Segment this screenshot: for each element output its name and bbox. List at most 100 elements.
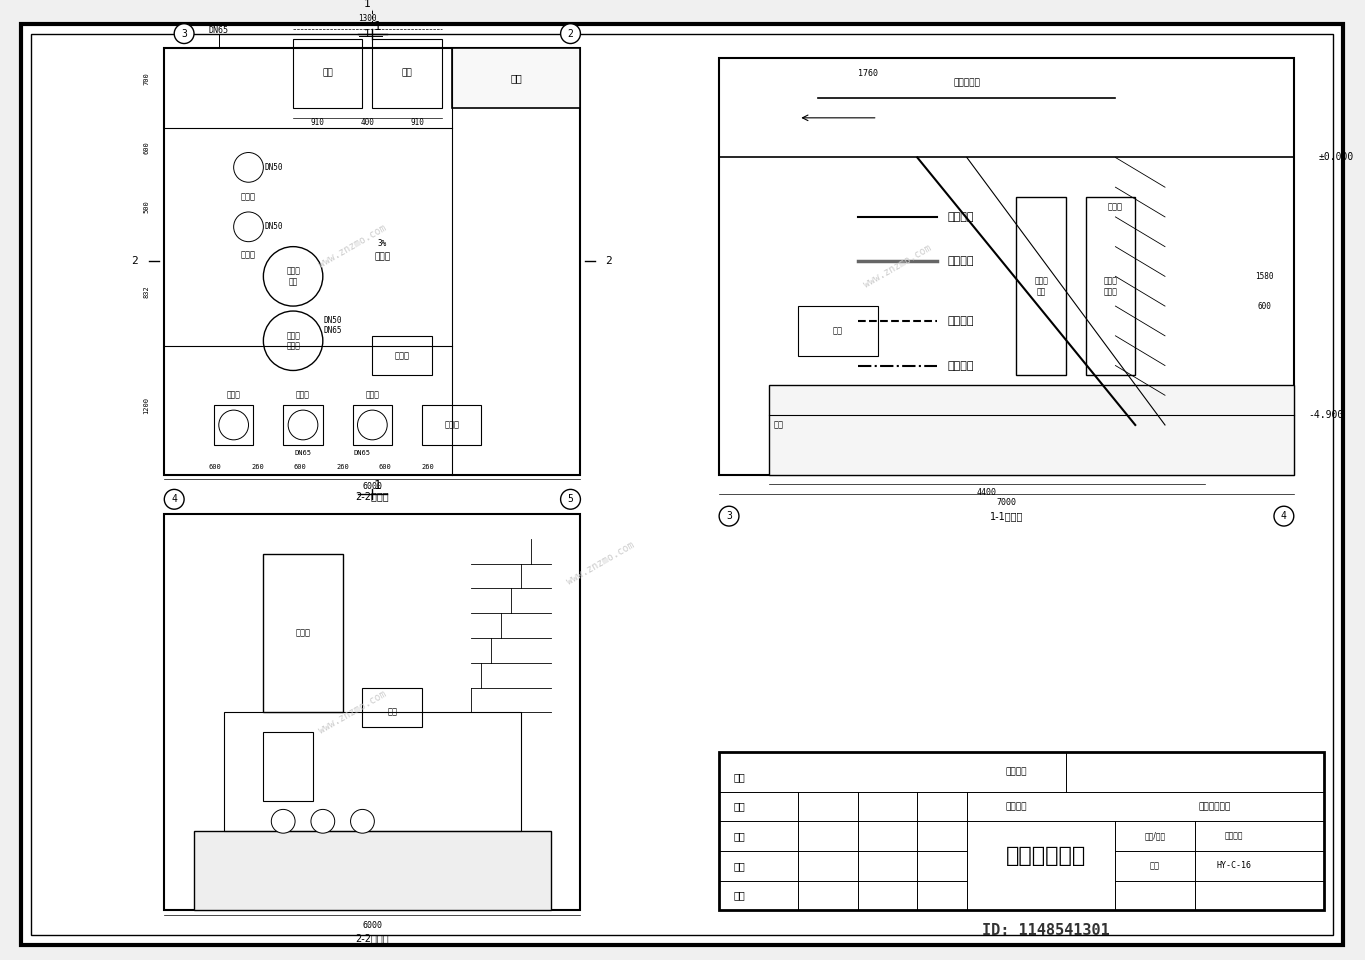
Text: 变频泵: 变频泵 <box>366 391 379 399</box>
Text: 审核: 审核 <box>733 891 745 900</box>
Circle shape <box>561 24 580 43</box>
Text: 832: 832 <box>143 285 149 298</box>
Bar <box>373 336 431 375</box>
Circle shape <box>358 410 388 440</box>
Text: 4: 4 <box>171 494 177 504</box>
Bar <box>352 405 392 444</box>
Bar <box>283 405 324 444</box>
Text: 机械过
滤器: 机械过 滤器 <box>287 267 300 286</box>
Text: 风机: 风机 <box>833 326 844 335</box>
Text: -4.900: -4.900 <box>1309 410 1345 420</box>
Text: 图号: 图号 <box>1151 861 1160 871</box>
Text: 钢爬梯: 钢爬梯 <box>1108 203 1123 211</box>
Text: 260: 260 <box>251 464 263 469</box>
Bar <box>1017 197 1066 375</box>
Text: ±0.000: ±0.000 <box>1319 153 1354 162</box>
Text: 260: 260 <box>422 464 434 469</box>
Circle shape <box>561 490 580 509</box>
Text: 1200: 1200 <box>143 396 149 414</box>
Circle shape <box>233 153 263 182</box>
Circle shape <box>719 506 738 526</box>
Bar <box>224 712 521 831</box>
Circle shape <box>1274 506 1294 526</box>
Text: 4400: 4400 <box>976 488 996 497</box>
Text: 过滤器: 过滤器 <box>295 629 310 637</box>
Text: 1-1剖面图: 1-1剖面图 <box>990 511 1024 521</box>
Text: DN50: DN50 <box>263 223 283 231</box>
Text: ID: 1148541301: ID: 1148541301 <box>983 923 1110 938</box>
Bar <box>422 405 482 444</box>
Circle shape <box>263 311 324 371</box>
Text: 制图: 制图 <box>733 802 745 811</box>
Text: 操作间布置图: 操作间布置图 <box>1006 846 1087 866</box>
Text: 3%: 3% <box>378 239 386 249</box>
Text: 设计/负责: 设计/负责 <box>1144 831 1166 841</box>
Text: 回流管线: 回流管线 <box>947 256 973 267</box>
Text: 机械过
滤器: 机械过 滤器 <box>1035 276 1048 296</box>
Text: DN50: DN50 <box>263 163 283 172</box>
Text: 910: 910 <box>410 118 425 128</box>
Text: 2-2剖面图: 2-2剖面图 <box>355 492 389 501</box>
Text: 260: 260 <box>336 464 349 469</box>
Bar <box>214 405 254 444</box>
Text: 风机: 风机 <box>401 69 412 78</box>
Text: 提升泵: 提升泵 <box>242 193 257 202</box>
Circle shape <box>351 809 374 833</box>
Text: 设计: 设计 <box>733 772 745 781</box>
Text: 泵坑: 泵坑 <box>511 73 521 84</box>
Text: 中水回用工程: 中水回用工程 <box>1198 802 1231 811</box>
Text: 风机: 风机 <box>388 708 397 717</box>
Text: 1300: 1300 <box>358 14 377 23</box>
Text: 2: 2 <box>605 256 612 267</box>
Text: 提升泵: 提升泵 <box>242 250 257 259</box>
Circle shape <box>233 212 263 242</box>
Text: DN50: DN50 <box>324 317 343 325</box>
Text: 400: 400 <box>360 118 374 128</box>
Text: www.znzmo.com: www.znzmo.com <box>317 689 388 735</box>
Text: 1: 1 <box>364 29 371 38</box>
Bar <box>719 752 1324 910</box>
Text: 加药箱: 加药箱 <box>394 351 409 360</box>
Text: 校对: 校对 <box>733 831 745 841</box>
Bar <box>164 515 580 910</box>
Text: 600: 600 <box>143 141 149 154</box>
Text: 工艺管线: 工艺管线 <box>947 212 973 222</box>
Text: 反冲泵: 反冲泵 <box>227 391 240 399</box>
Text: 700: 700 <box>143 72 149 84</box>
Text: 2-2剖面图: 2-2剖面图 <box>355 933 389 944</box>
Circle shape <box>175 24 194 43</box>
Circle shape <box>288 410 318 440</box>
Bar <box>1085 197 1136 375</box>
Bar <box>363 687 422 727</box>
Text: HY-C-16: HY-C-16 <box>1216 861 1252 871</box>
Text: 2: 2 <box>131 256 138 267</box>
Circle shape <box>311 809 334 833</box>
Text: 加药管线: 加药管线 <box>947 361 973 371</box>
Text: 6000: 6000 <box>362 921 382 930</box>
Text: 变频泵: 变频泵 <box>296 391 310 399</box>
Text: 600: 600 <box>1257 301 1271 311</box>
Circle shape <box>164 490 184 509</box>
Text: 工程阶段: 工程阶段 <box>1226 831 1244 841</box>
Bar <box>263 732 313 802</box>
Text: 6000: 6000 <box>362 482 382 491</box>
Text: 建设单位: 建设单位 <box>1006 767 1026 777</box>
Text: 泵坑: 泵坑 <box>774 420 784 429</box>
Text: 600: 600 <box>293 464 306 469</box>
Text: 电控柜: 电控柜 <box>444 420 459 429</box>
Circle shape <box>218 410 248 440</box>
Text: www.znzmo.com: www.znzmo.com <box>317 224 388 270</box>
Text: DN65: DN65 <box>295 449 311 456</box>
Bar <box>194 831 550 910</box>
Circle shape <box>272 809 295 833</box>
Bar <box>799 306 878 355</box>
Text: 学校: 学校 <box>733 861 745 871</box>
Bar <box>373 38 442 108</box>
Text: 3: 3 <box>182 29 187 38</box>
Text: DN65: DN65 <box>324 326 343 335</box>
Text: 600: 600 <box>209 464 221 469</box>
Text: 4: 4 <box>1280 511 1287 521</box>
Text: 1760: 1760 <box>857 69 878 78</box>
Text: 1580: 1580 <box>1254 272 1274 281</box>
Text: 操作间: 操作间 <box>374 252 390 261</box>
